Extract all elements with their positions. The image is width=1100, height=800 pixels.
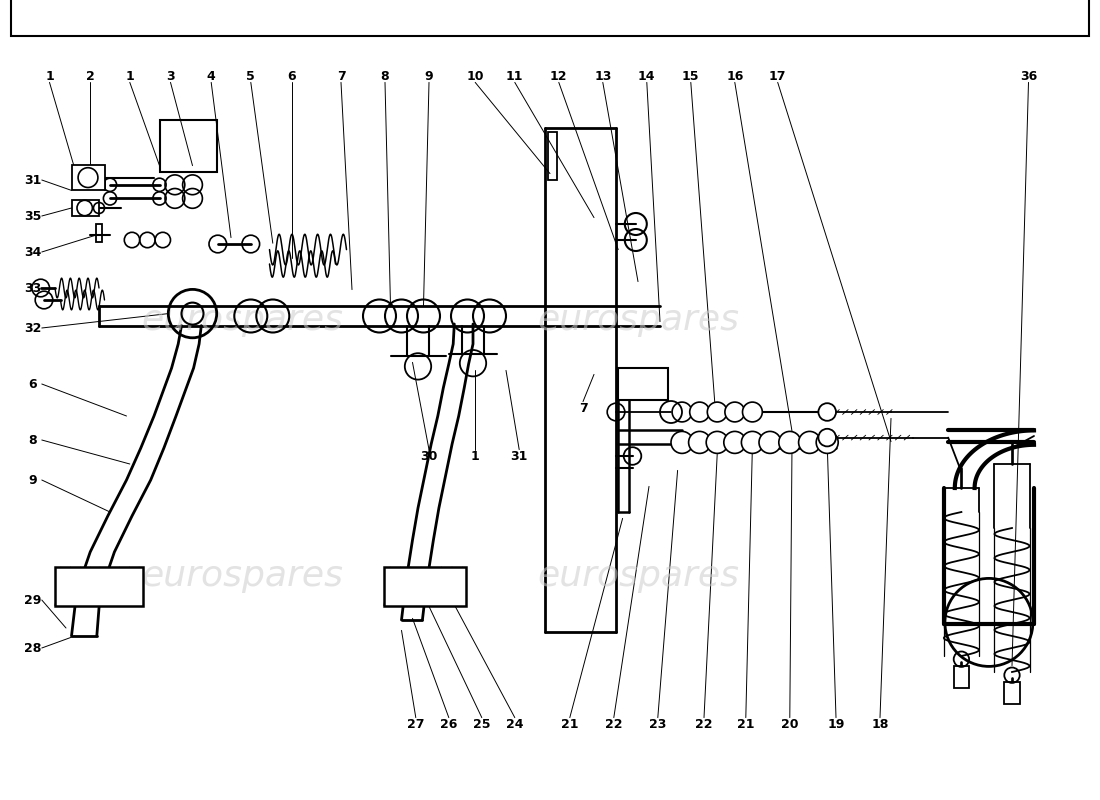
Circle shape [707, 402, 727, 422]
Text: 8: 8 [29, 434, 37, 446]
Text: 36: 36 [1020, 70, 1037, 82]
Text: eurospares: eurospares [141, 559, 343, 593]
Text: 17: 17 [769, 70, 786, 82]
Text: eurospares: eurospares [141, 303, 343, 337]
Text: 28: 28 [24, 642, 42, 654]
Text: 1: 1 [125, 70, 134, 82]
Circle shape [706, 431, 728, 454]
Text: 19: 19 [827, 718, 845, 730]
Circle shape [725, 402, 745, 422]
Circle shape [779, 431, 801, 454]
Text: 12: 12 [550, 70, 568, 82]
Bar [954, 666, 969, 688]
Text: 13: 13 [594, 70, 612, 82]
Text: 7: 7 [579, 402, 587, 414]
Text: 10: 10 [466, 70, 484, 82]
Circle shape [816, 431, 838, 454]
Bar [548, 132, 557, 180]
Bar [618, 368, 668, 400]
Circle shape [742, 402, 762, 422]
Text: 1: 1 [45, 70, 54, 82]
Text: 32: 32 [24, 322, 42, 334]
Circle shape [818, 429, 836, 446]
Text: 22: 22 [605, 718, 623, 730]
Text: 9: 9 [425, 70, 433, 82]
Circle shape [759, 431, 781, 454]
Text: 21: 21 [737, 718, 755, 730]
Text: eurospares: eurospares [537, 303, 739, 337]
Text: 20: 20 [781, 718, 799, 730]
Text: 34: 34 [24, 246, 42, 258]
Text: 31: 31 [510, 450, 528, 462]
Bar [160, 120, 217, 172]
Bar [72, 165, 104, 190]
Text: 31: 31 [24, 174, 42, 186]
Text: 8: 8 [381, 70, 389, 82]
Circle shape [671, 431, 693, 454]
Text: 5: 5 [246, 70, 255, 82]
Text: 25: 25 [473, 718, 491, 730]
Text: 2: 2 [86, 70, 95, 82]
Text: 24: 24 [506, 718, 524, 730]
Text: 23: 23 [649, 718, 667, 730]
Text: 7: 7 [337, 70, 345, 82]
Text: 33: 33 [24, 282, 42, 294]
Text: 35: 35 [24, 210, 42, 222]
Text: 4: 4 [207, 70, 216, 82]
Text: 27: 27 [407, 718, 425, 730]
Circle shape [799, 431, 821, 454]
Text: 16: 16 [726, 70, 744, 82]
Circle shape [690, 402, 710, 422]
Text: 6: 6 [287, 70, 296, 82]
Bar [55, 567, 143, 606]
Text: 14: 14 [638, 70, 656, 82]
Text: eurospares: eurospares [537, 559, 739, 593]
Text: 29: 29 [24, 594, 42, 606]
Text: 18: 18 [871, 718, 889, 730]
Text: 30: 30 [420, 450, 438, 462]
Bar [1004, 682, 1020, 704]
Circle shape [724, 431, 746, 454]
Text: 11: 11 [506, 70, 524, 82]
Text: 15: 15 [682, 70, 700, 82]
Text: 3: 3 [166, 70, 175, 82]
Bar [72, 200, 99, 216]
Bar [384, 567, 466, 606]
Circle shape [689, 431, 711, 454]
Circle shape [672, 402, 692, 422]
Text: 6: 6 [29, 378, 37, 390]
Circle shape [818, 403, 836, 421]
Text: 22: 22 [695, 718, 713, 730]
Text: 1: 1 [471, 450, 480, 462]
Circle shape [741, 431, 763, 454]
Bar [96, 224, 102, 242]
Text: 9: 9 [29, 474, 37, 486]
Text: 26: 26 [440, 718, 458, 730]
Text: 21: 21 [561, 718, 579, 730]
